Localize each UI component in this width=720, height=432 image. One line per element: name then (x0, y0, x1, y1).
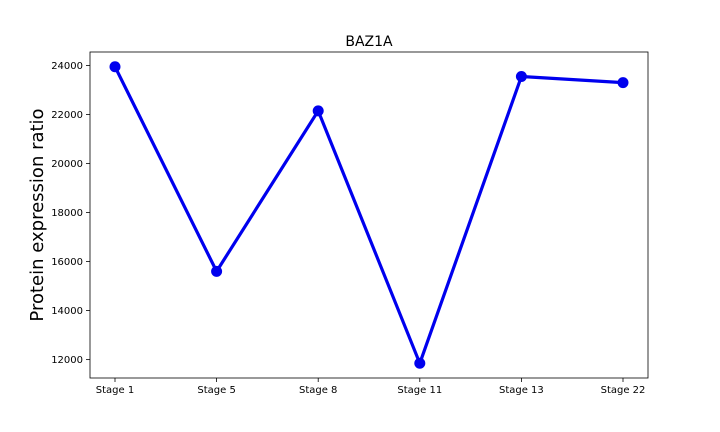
x-axis-ticks: Stage 1 Stage 5 Stage 8 Stage 11 Stage 13 Sta… (96, 378, 646, 396)
y-tick-label: 24000 (51, 61, 83, 72)
y-tick-label: 12000 (51, 355, 83, 366)
x-tick-label: Stage 8 (299, 385, 337, 396)
y-tick-label: 14000 (51, 306, 83, 317)
y-axis-title: Protein expression ratio (27, 108, 48, 321)
data-point (515, 71, 527, 83)
plot-frame (89, 51, 649, 379)
x-tick-label: Stage 1 (96, 385, 134, 396)
chart-title: BAZ1A (345, 34, 393, 50)
y-axis-ticks: 12000 14000 16000 18000 20000 22000 24000 (51, 61, 90, 366)
plot-background (90, 52, 648, 378)
data-point (617, 77, 629, 89)
x-tick-label: Stage 11 (397, 385, 442, 396)
data-point (414, 357, 426, 369)
x-tick-label: Stage 13 (499, 385, 544, 396)
data-point (109, 61, 121, 73)
x-tick-label: Stage 22 (601, 385, 646, 396)
series-line (113, 65, 625, 365)
x-tick-label: Stage 5 (197, 385, 235, 396)
y-tick-label: 20000 (51, 159, 83, 170)
y-tick-label: 22000 (51, 110, 83, 121)
data-point (312, 105, 324, 117)
data-point (211, 265, 223, 277)
data-points (109, 61, 629, 369)
y-tick-label: 16000 (51, 257, 83, 268)
y-tick-label: 18000 (51, 208, 83, 219)
